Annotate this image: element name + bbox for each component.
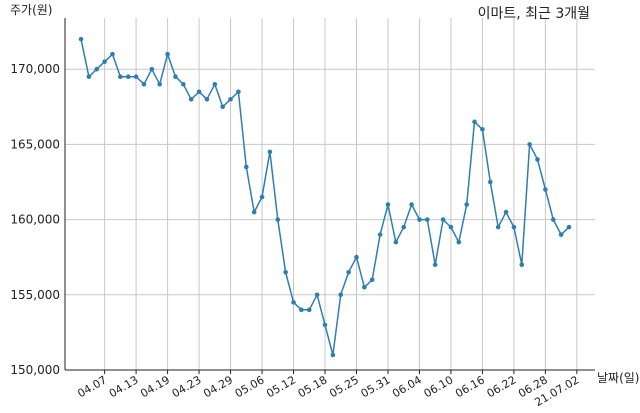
data-point: [314, 292, 320, 298]
x-tick-label: 04.23: [170, 373, 204, 400]
data-point: [322, 322, 328, 328]
data-point: [306, 307, 312, 313]
x-tick-label: 05.31: [359, 373, 393, 400]
data-point: [487, 179, 493, 185]
data-point: [173, 74, 178, 80]
data-point: [385, 202, 391, 207]
data-point: [212, 81, 218, 87]
data-point: [125, 74, 131, 80]
data-point: [472, 119, 477, 125]
data-point: [511, 224, 517, 230]
data-point: [330, 352, 336, 358]
data-point: [275, 217, 281, 222]
data-point: [299, 307, 304, 313]
x-tick-labels: 04.0704.1304.1904.2304.2905.0605.1205.18…: [75, 373, 581, 409]
point-layer: [78, 36, 572, 358]
data-point: [267, 149, 273, 155]
data-point: [566, 224, 572, 230]
x-tick-label: 05.25: [327, 373, 361, 400]
data-point: [110, 51, 115, 57]
x-tick-label: 05.18: [296, 373, 330, 400]
data-point: [338, 292, 344, 298]
x-tick-label: 04.19: [138, 373, 172, 400]
data-point: [251, 209, 257, 215]
data-point: [456, 239, 462, 245]
data-point: [558, 232, 564, 237]
data-point: [354, 254, 359, 260]
data-point: [291, 300, 296, 305]
data-point: [432, 262, 438, 268]
data-point: [519, 262, 525, 268]
grid-layer: [65, 18, 595, 374]
data-point: [527, 142, 532, 147]
y-tick-label: 155,000: [10, 288, 60, 302]
x-tick-label: 06.04: [390, 373, 424, 400]
data-point: [480, 127, 485, 132]
x-axis-label: 날짜(일): [597, 371, 639, 385]
data-point: [283, 269, 288, 275]
data-point: [503, 209, 509, 215]
data-point: [393, 239, 399, 245]
data-point: [94, 66, 100, 72]
data-point: [86, 74, 92, 80]
y-tick-label: 170,000: [10, 62, 60, 76]
x-tick-label: 05.12: [264, 373, 298, 400]
axis-layer: [64, 18, 595, 371]
chart-title: 이마트, 최근 3개월: [478, 6, 590, 22]
x-tick-label: 06.10: [422, 373, 456, 400]
data-point: [440, 217, 446, 222]
y-tick-labels: 150,000 155,000 160,000 165,000 170,000: [10, 62, 60, 377]
data-point: [259, 194, 265, 200]
data-point: [535, 157, 540, 162]
x-tick-label: 06.16: [453, 373, 487, 400]
data-point: [157, 81, 163, 87]
data-point: [401, 224, 407, 230]
y-tick-label: 160,000: [10, 213, 60, 227]
data-point: [425, 217, 430, 222]
data-point: [448, 224, 454, 230]
data-point: [369, 277, 375, 283]
data-point: [243, 164, 249, 170]
data-point: [196, 89, 202, 95]
data-point: [165, 51, 170, 57]
data-point: [188, 96, 194, 102]
x-tick-label: 06.22: [485, 373, 519, 400]
data-point: [543, 187, 548, 192]
data-point: [409, 202, 414, 207]
data-point: [181, 81, 186, 87]
y-axis-label: 주가(원): [10, 3, 52, 17]
data-point: [228, 96, 233, 102]
data-point: [464, 202, 469, 207]
data-point: [118, 74, 123, 80]
x-tick-label: 04.13: [107, 373, 141, 400]
data-point: [149, 66, 155, 72]
data-point: [377, 232, 383, 237]
data-point: [133, 74, 139, 80]
data-point: [78, 36, 84, 42]
y-tick-label: 150,000: [10, 363, 60, 377]
data-point: [417, 217, 422, 222]
data-point: [220, 104, 225, 110]
x-tick-label: 04.07: [75, 373, 109, 400]
data-point: [204, 96, 210, 102]
data-point: [102, 59, 107, 64]
data-point: [495, 224, 501, 230]
data-point: [346, 269, 351, 275]
data-point: [362, 284, 367, 290]
data-point: [141, 81, 147, 87]
data-point: [550, 217, 556, 222]
x-tick-label: 05.06: [233, 373, 267, 400]
data-point: [236, 89, 241, 95]
y-tick-label: 165,000: [10, 137, 60, 151]
x-tick-label: 04.29: [201, 373, 235, 400]
